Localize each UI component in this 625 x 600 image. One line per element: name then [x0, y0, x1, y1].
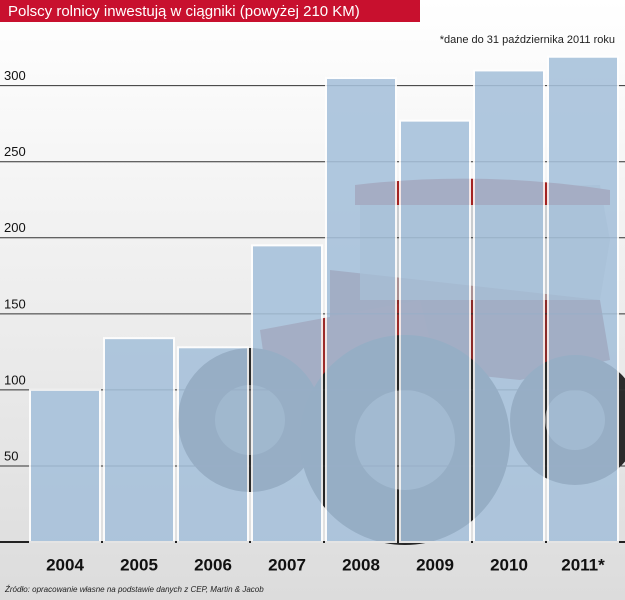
title-background: [0, 0, 420, 22]
chart-title: Polscy rolnicy inwestują w ciągniki (pow…: [8, 3, 360, 20]
y-tick-label: 250: [4, 144, 26, 159]
note: *dane do 31 października 2011 roku: [440, 34, 615, 46]
x-tick-label: 2007: [268, 555, 306, 574]
y-tick-label: 150: [4, 296, 26, 311]
source: Źródło: opracowanie własne na podstawie …: [4, 585, 264, 594]
y-tick-label: 300: [4, 68, 26, 83]
x-tick-label: 2008: [342, 555, 380, 574]
x-tick-label: 2005: [120, 555, 158, 574]
bar: [547, 55, 619, 543]
bar: [177, 346, 249, 543]
y-tick-label: 100: [4, 372, 26, 387]
x-tick-label: 2009: [416, 555, 454, 574]
y-tick-label: 50: [4, 448, 18, 463]
x-tick-label: 2010: [490, 555, 528, 574]
bar: [473, 69, 545, 543]
bar: [325, 77, 397, 543]
bar: [251, 244, 323, 543]
bar: [29, 388, 101, 543]
bar: [399, 119, 471, 544]
y-tick-label: 200: [4, 220, 26, 235]
x-tick-label: 2006: [194, 555, 232, 574]
x-tick-label: 2004: [46, 555, 84, 574]
bar: [103, 337, 175, 543]
x-tick-label: 2011*: [561, 555, 605, 574]
